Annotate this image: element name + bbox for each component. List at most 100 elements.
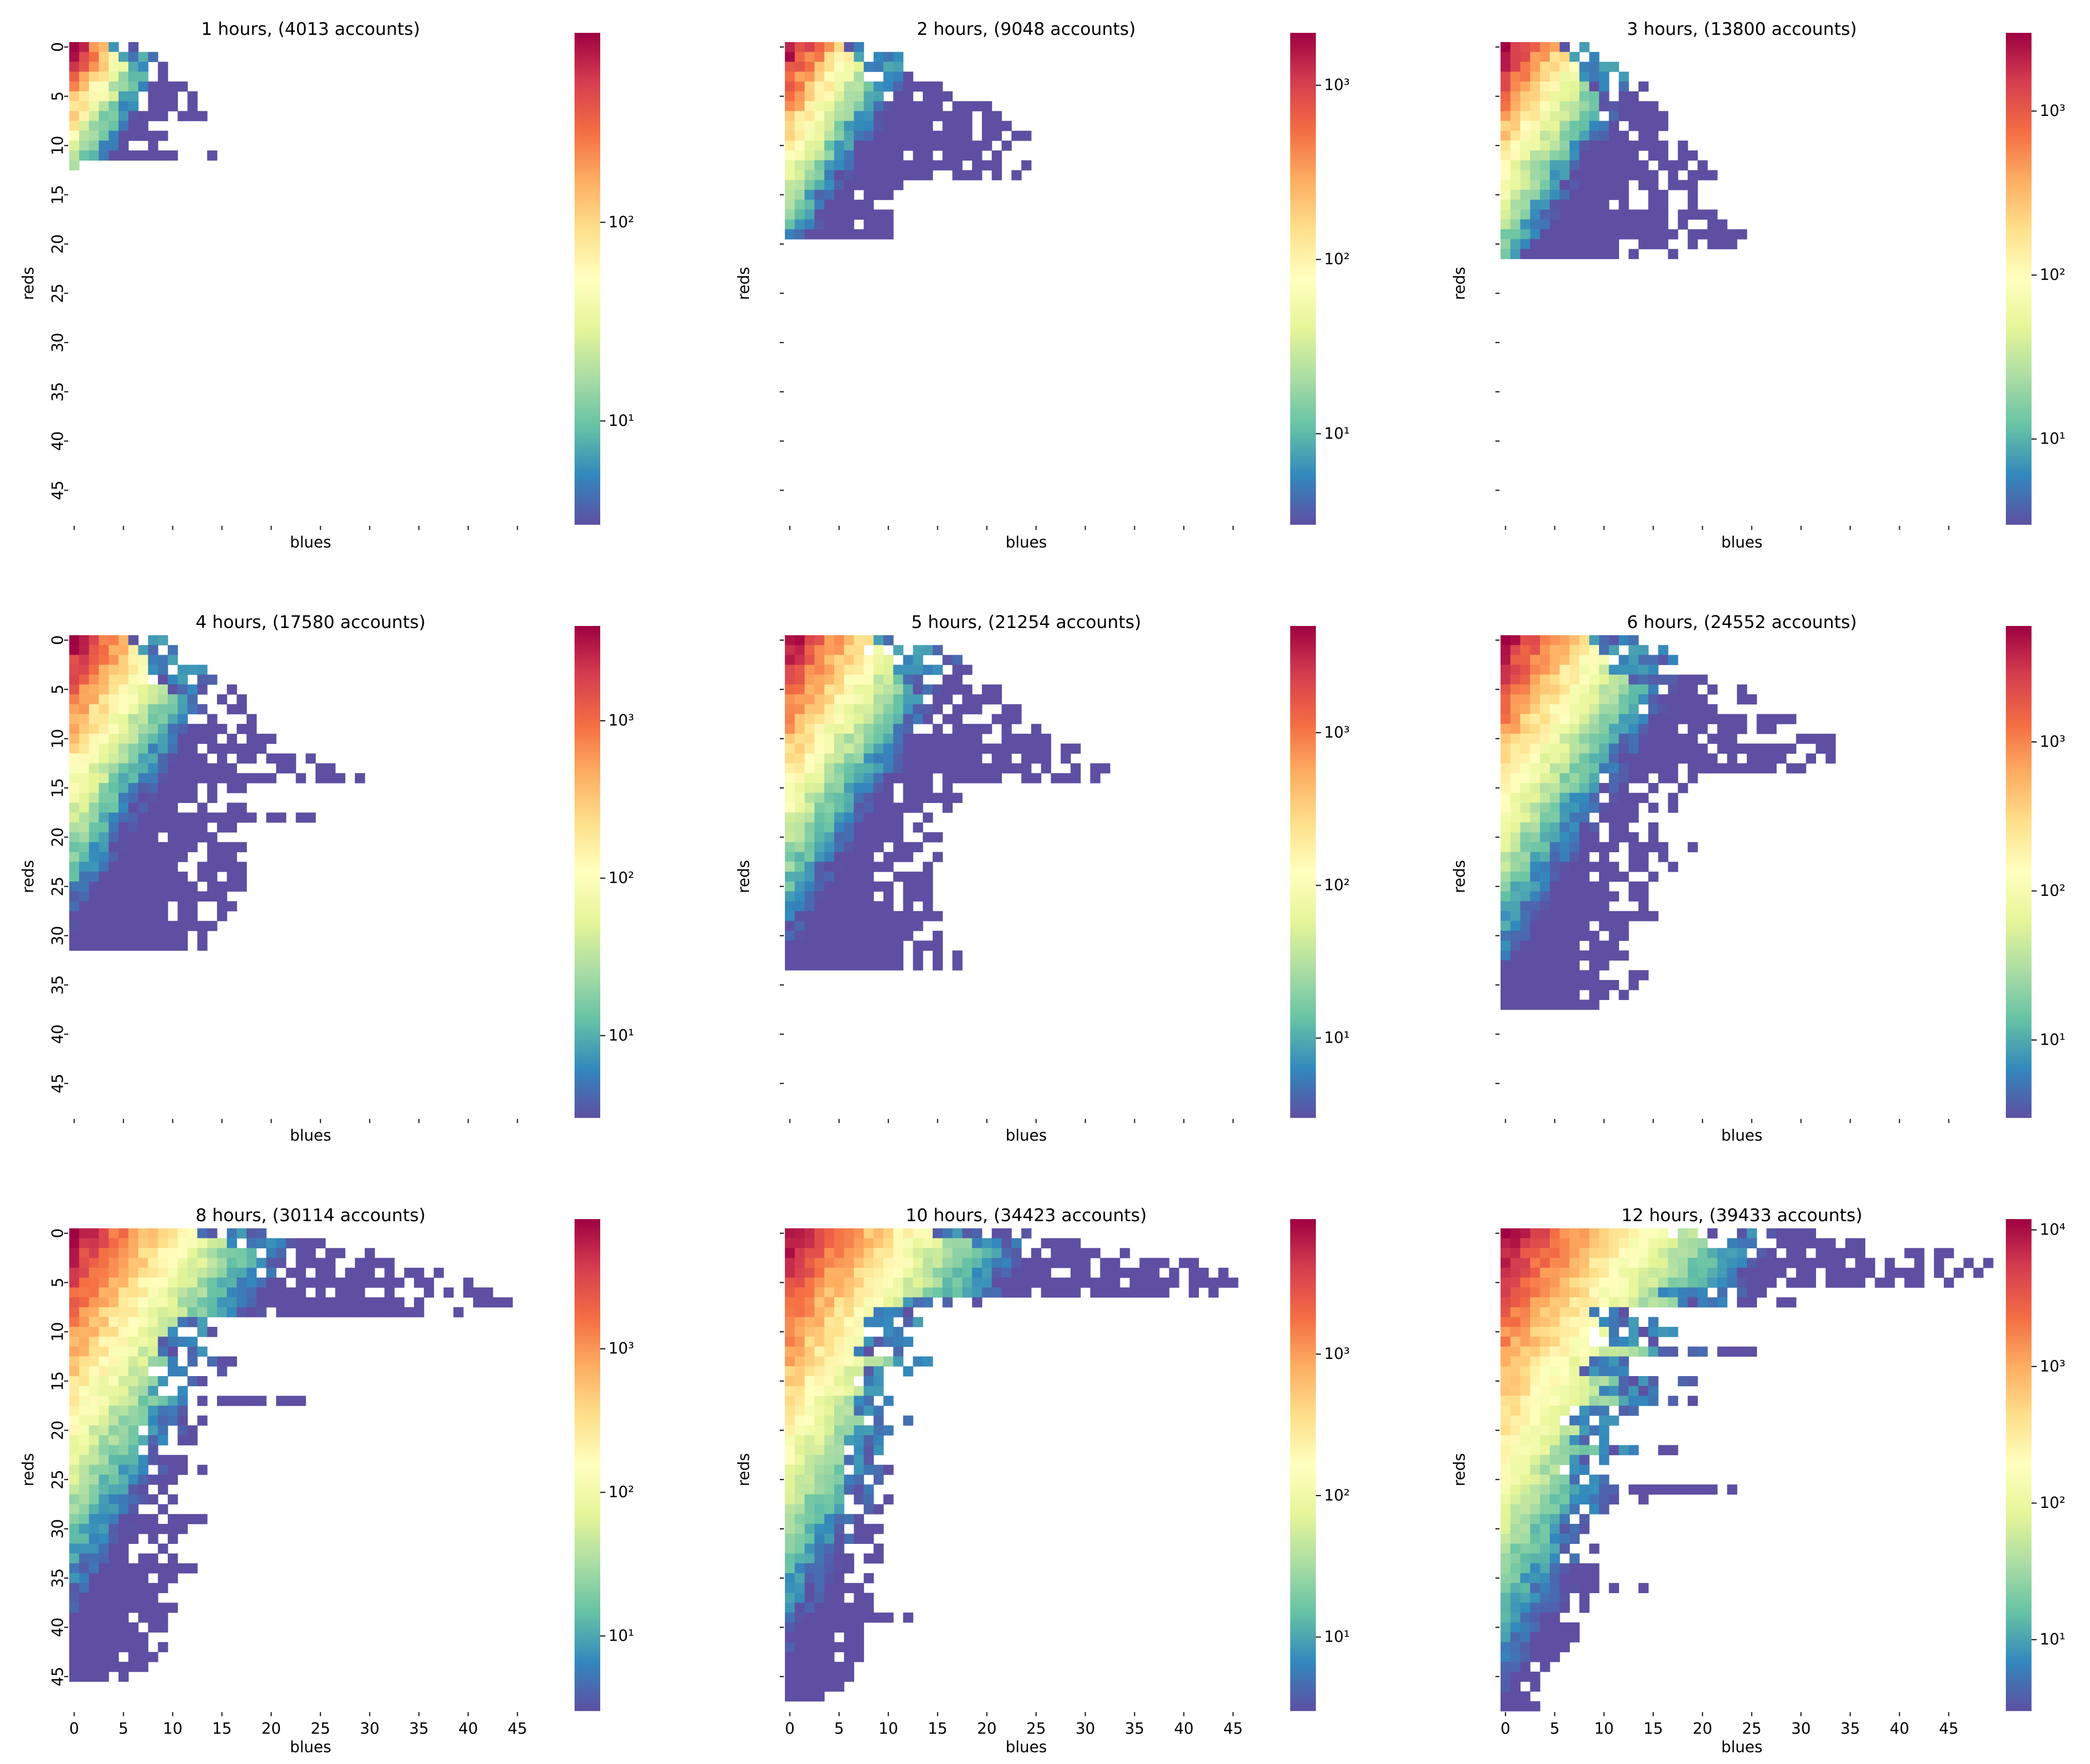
heatmap-cell <box>972 170 982 181</box>
heatmap-cell <box>1560 249 1570 259</box>
heatmap-cell <box>834 940 844 951</box>
heatmap-cell <box>89 664 100 675</box>
heatmap-cell <box>1530 150 1541 161</box>
heatmap-cell <box>903 852 914 863</box>
heatmap-cell <box>1530 1672 1541 1682</box>
heatmap-cell <box>119 1504 129 1515</box>
heatmap-cell <box>1510 773 1521 783</box>
heatmap-cell <box>795 684 805 695</box>
heatmap-cell <box>178 743 188 754</box>
heatmap-cell <box>1638 970 1649 981</box>
heatmap-cell <box>1806 734 1816 744</box>
heatmap-cell <box>903 1258 914 1268</box>
heatmap-cell <box>1530 1287 1541 1298</box>
heatmap-cell <box>79 1258 89 1268</box>
heatmap-cell <box>1579 911 1590 922</box>
heatmap-cell <box>814 1494 825 1505</box>
heatmap-cell <box>854 1445 864 1456</box>
heatmap-cell <box>79 714 89 724</box>
heatmap-cell <box>952 763 963 774</box>
heatmap-cell <box>69 1573 80 1583</box>
heatmap-cell <box>863 783 874 793</box>
heatmap-cell <box>1540 1534 1550 1544</box>
heatmap-cell <box>1569 130 1580 141</box>
heatmap-cell <box>148 111 159 122</box>
heatmap-cell <box>98 1376 109 1386</box>
y-tick-label: 25 <box>49 1470 67 1489</box>
heatmap-cell <box>119 1661 129 1672</box>
heatmap-cell <box>1021 1228 1032 1239</box>
heatmap-cell <box>844 773 854 783</box>
heatmap-cell <box>1687 1248 1698 1259</box>
heatmap-cell <box>893 81 903 92</box>
heatmap-cell <box>178 1307 188 1318</box>
heatmap-cell <box>1658 645 1668 655</box>
heatmap-cell <box>844 822 854 833</box>
heatmap-cell <box>178 734 188 744</box>
heatmap-cell <box>1510 1386 1521 1396</box>
heatmap-cell <box>824 635 835 645</box>
heatmap-cell <box>89 763 100 774</box>
heatmap-cell <box>89 871 100 882</box>
heatmap-cell <box>1569 1386 1580 1396</box>
heatmap-cell <box>157 1278 168 1288</box>
heatmap-cell <box>1569 911 1580 922</box>
heatmap-cell <box>834 1287 844 1298</box>
heatmap-cell <box>1658 219 1668 230</box>
heatmap-cell <box>98 1524 109 1534</box>
heatmap-cell <box>913 674 923 685</box>
heatmap-cell <box>1560 1593 1570 1603</box>
heatmap-cell <box>903 1248 914 1259</box>
heatmap-cell <box>795 1484 805 1495</box>
colorbar-tick-label: 10¹ <box>608 412 634 430</box>
heatmap-cell <box>1520 960 1531 971</box>
heatmap-cell <box>834 1267 844 1278</box>
heatmap-cell <box>844 1297 854 1308</box>
heatmap-cell <box>89 1632 100 1642</box>
heatmap-cell <box>1540 645 1550 655</box>
heatmap-cell <box>1816 743 1826 754</box>
heatmap-cell <box>119 773 129 783</box>
heatmap-cell <box>1550 1278 1560 1288</box>
heatmap-cell <box>824 852 835 863</box>
heatmap-cell <box>1954 1267 1964 1278</box>
heatmap-cell <box>1973 1267 1984 1278</box>
heatmap-cell <box>1501 1435 1511 1445</box>
heatmap-cell <box>1501 249 1511 259</box>
heatmap-cell <box>1530 1632 1541 1642</box>
heatmap-cell <box>1100 1267 1111 1278</box>
heatmap-cell <box>1510 1504 1521 1515</box>
heatmap-cell <box>785 832 795 842</box>
colorbar <box>2006 626 2032 1118</box>
heatmap-cell <box>1579 901 1590 912</box>
heatmap-cell <box>128 1652 139 1662</box>
heatmap-cell <box>354 773 365 783</box>
heatmap-cell <box>98 655 109 665</box>
heatmap-cell <box>148 743 159 754</box>
heatmap-cell <box>108 1267 119 1278</box>
heatmap-cell <box>1540 229 1550 240</box>
heatmap-panel: 4 hours, (17580 accounts)051015202530354… <box>19 612 634 1145</box>
heatmap-cell <box>933 1248 943 1259</box>
heatmap-cell <box>814 1661 825 1672</box>
heatmap-cell <box>913 842 923 852</box>
heatmap-cell <box>1510 881 1521 892</box>
heatmap-cell <box>119 901 129 912</box>
heatmap-cell <box>795 219 805 230</box>
heatmap-cell <box>883 674 894 685</box>
heatmap-cell <box>814 920 825 931</box>
heatmap-cell <box>893 664 903 675</box>
heatmap-cell <box>903 842 914 852</box>
heatmap-cell <box>1560 1297 1570 1308</box>
heatmap-cell <box>98 1287 109 1298</box>
heatmap-cell <box>148 635 159 645</box>
heatmap-cell <box>1540 1258 1550 1268</box>
heatmap-cell <box>785 1445 795 1456</box>
heatmap-cell <box>89 1661 100 1672</box>
heatmap-cell <box>873 150 884 161</box>
heatmap-cell <box>1530 1455 1541 1465</box>
heatmap-cell <box>69 1366 80 1377</box>
heatmap-cell <box>1648 101 1659 111</box>
heatmap-cell <box>844 714 854 724</box>
heatmap-cell <box>854 655 864 665</box>
